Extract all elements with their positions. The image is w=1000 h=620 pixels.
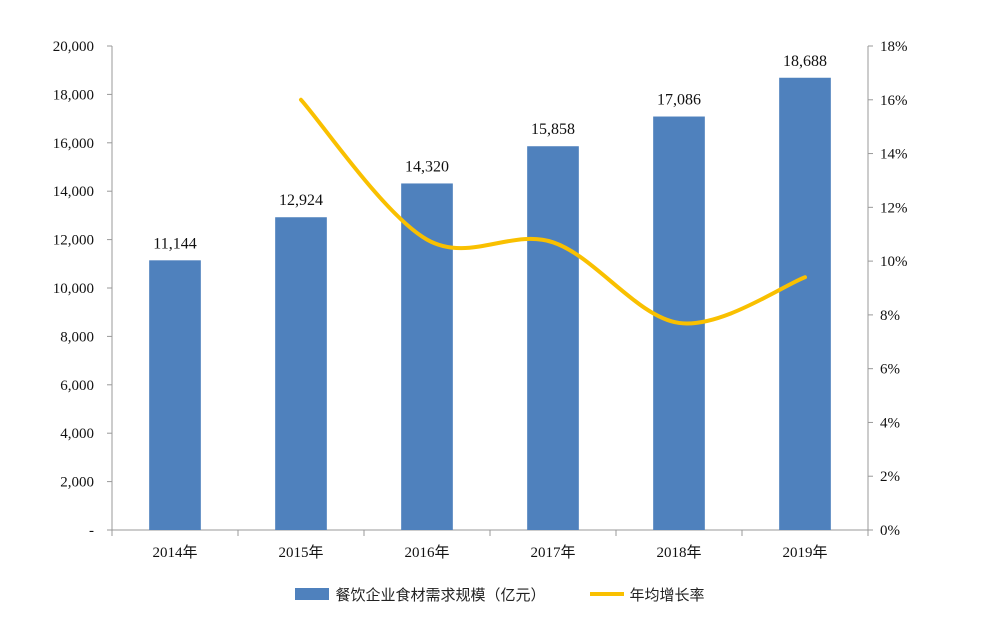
x-tick-label: 2014年: [152, 544, 197, 561]
legend-label-line: 年均增长率: [629, 585, 705, 604]
left-tick-label: 8,000: [60, 329, 94, 345]
bar-value-label: 12,924: [279, 192, 323, 209]
right-tick-label: 14%: [880, 147, 908, 163]
legend-item-bar: 餐饮企业食材需求规模（亿元）: [295, 584, 546, 605]
left-tick-label: 12,000: [53, 233, 94, 249]
x-tick-label: 2016年: [404, 544, 449, 561]
bar-series: [149, 77, 831, 531]
x-tick-label: 2017年: [530, 544, 575, 561]
left-tick-label: -: [89, 523, 94, 539]
left-tick-label: 2,000: [60, 475, 94, 491]
growth-rate-line: [299, 97, 807, 326]
bar: [275, 217, 327, 530]
bar: [527, 146, 579, 531]
bar-value-label: 14,320: [405, 158, 449, 175]
left-tick-label: 10,000: [53, 281, 94, 297]
x-axis: 2014年 2015年 2016年 2017年 2018年 2019年: [111, 529, 869, 561]
legend-swatch-line: [589, 592, 624, 596]
legend-swatch-bar: [295, 588, 330, 600]
left-tick-label: 6,000: [60, 378, 94, 394]
right-y-axis: 0% 2% 4% 6% 8% 10% 12% 14% 16% 18%: [867, 39, 908, 539]
left-tick-label: 14,000: [53, 184, 94, 200]
right-tick-label: 8%: [880, 308, 900, 324]
bar: [779, 77, 831, 530]
right-tick-label: 16%: [880, 93, 908, 109]
bar-value-label: 11,144: [153, 235, 196, 252]
bar-data-labels: 11,144 12,924 14,320 15,858 17,086 18,688: [153, 53, 827, 253]
left-y-axis: - 2,000 4,000 6,000 8,000 10,000 12,000 14,000 1…: [53, 39, 113, 539]
right-tick-label: 0%: [880, 523, 900, 539]
right-tick-label: 10%: [880, 254, 908, 270]
bar: [401, 183, 453, 530]
right-tick-label: 12%: [880, 200, 908, 216]
right-tick-label: 18%: [880, 39, 908, 55]
bar-value-label: 17,086: [657, 92, 701, 109]
left-tick-label: 4,000: [60, 426, 94, 442]
x-tick-label: 2019年: [782, 544, 827, 561]
right-tick-label: 2%: [880, 469, 900, 485]
left-tick-label: 16,000: [53, 136, 94, 152]
right-tick-label: 4%: [880, 415, 900, 431]
legend: 餐饮企业食材需求规模（亿元） 年均增长率: [0, 580, 1000, 608]
x-tick-label: 2018年: [656, 544, 701, 561]
bar: [149, 260, 201, 530]
left-tick-label: 20,000: [53, 39, 94, 55]
bar-value-label: 15,858: [531, 121, 575, 138]
legend-label-bar: 餐饮企业食材需求规模（亿元）: [335, 585, 546, 604]
right-tick-label: 6%: [880, 362, 900, 378]
legend-item-line: 年均增长率: [589, 584, 705, 605]
x-tick-label: 2015年: [278, 544, 323, 561]
bar-value-label: 18,688: [783, 53, 827, 70]
left-tick-label: 18,000: [53, 87, 94, 103]
growth-rate-line-series: [299, 97, 807, 326]
